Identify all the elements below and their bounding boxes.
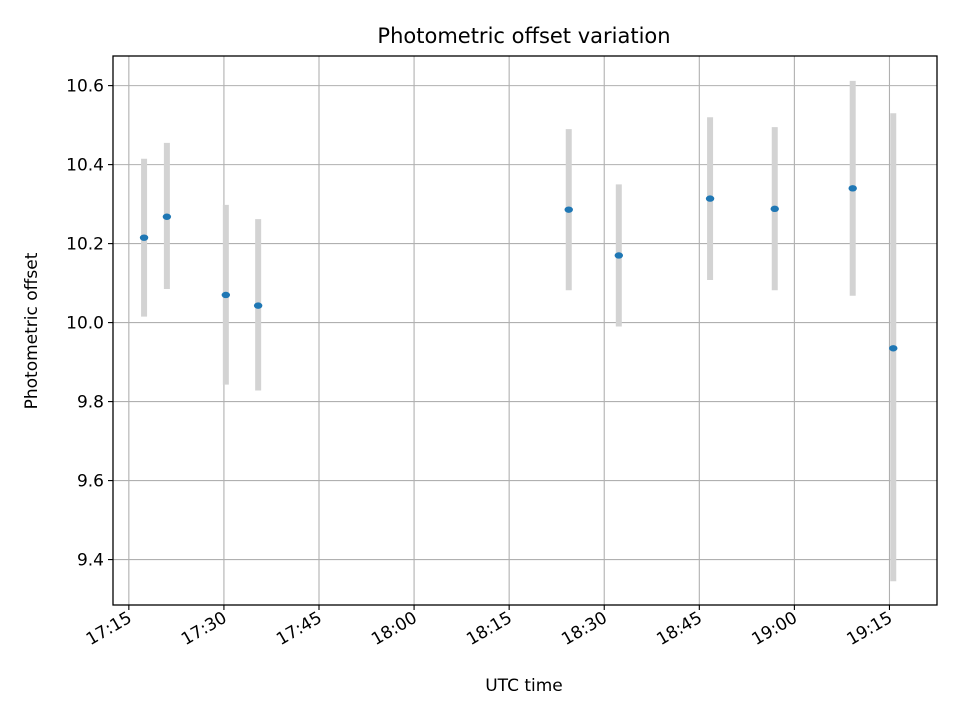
data-point — [162, 213, 172, 220]
x-axis-label: UTC time — [485, 676, 563, 696]
y-tick-label: 10.2 — [66, 235, 104, 255]
plot-area-frame — [112, 55, 938, 606]
data-point — [705, 195, 715, 202]
data-point — [889, 345, 898, 352]
y-tick-label: 10.6 — [66, 77, 104, 97]
data-point — [770, 205, 779, 213]
data-point — [221, 291, 231, 299]
data-points — [139, 185, 898, 352]
y-tick-label: 10.0 — [66, 314, 104, 334]
y-tick-label: 9.6 — [77, 472, 104, 492]
chart-title: Photometric offset variation — [377, 24, 670, 48]
grid — [113, 56, 937, 605]
data-point — [139, 234, 149, 241]
y-axis-ticks: 9.4 9.6 9.8 10.0 10.2 10.4 10.6 — [66, 77, 113, 571]
y-tick-label: 9.8 — [77, 393, 104, 413]
y-tick-label: 10.4 — [66, 156, 104, 176]
y-tick-label: 9.4 — [77, 551, 104, 571]
data-point — [848, 185, 857, 192]
y-axis-label: Photometric offset — [22, 252, 42, 409]
data-point — [564, 206, 573, 213]
data-point — [614, 252, 624, 259]
data-point — [253, 302, 263, 309]
